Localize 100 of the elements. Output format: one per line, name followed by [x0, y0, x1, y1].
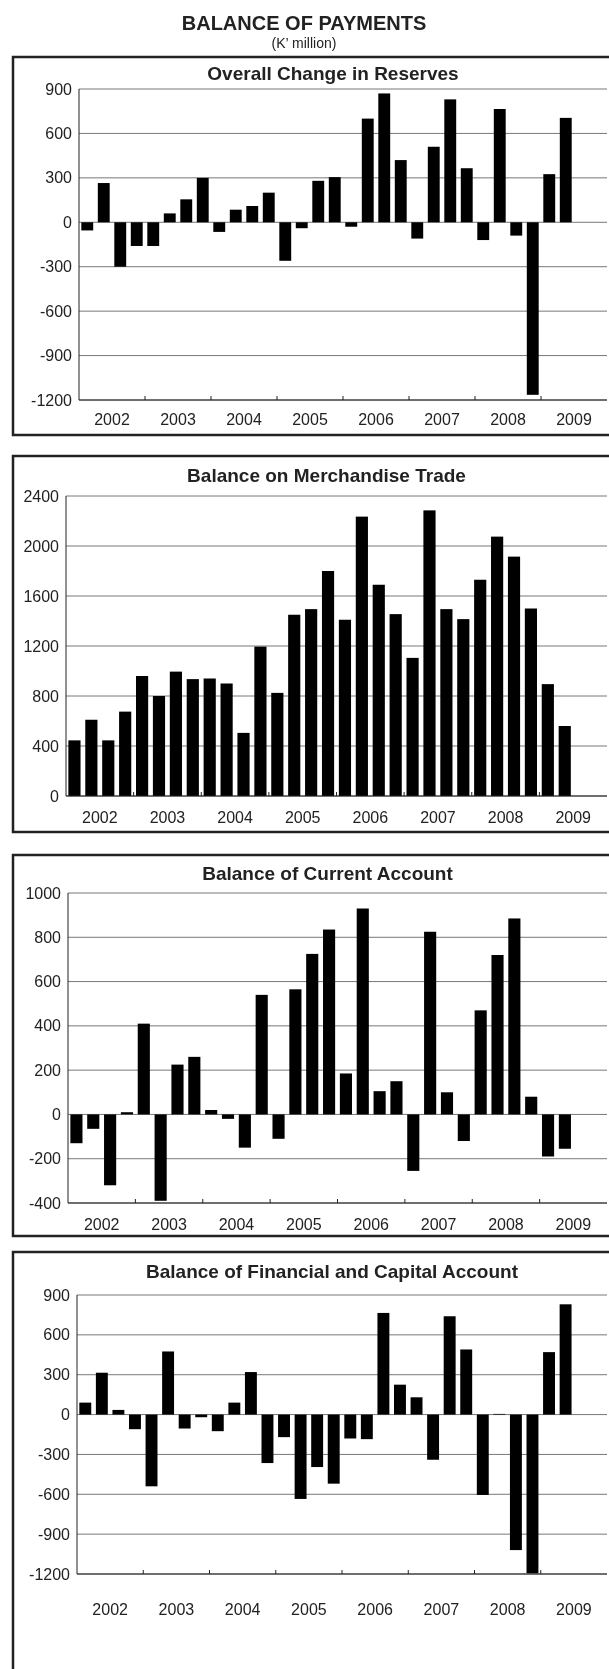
bar: [394, 1384, 406, 1415]
x-tick-label: 2003: [160, 411, 196, 428]
bar: [389, 614, 402, 796]
bar: [394, 160, 407, 223]
bar: [278, 1414, 290, 1438]
bar: [152, 696, 166, 796]
y-tick-label: 600: [34, 973, 62, 991]
bar: [360, 1414, 373, 1440]
y-tick-label: -1200: [31, 391, 73, 409]
bar: [327, 1414, 340, 1484]
bar: [526, 222, 539, 395]
bar: [312, 180, 325, 223]
bar: [427, 146, 440, 223]
y-tick-label: -1200: [29, 1565, 71, 1583]
bar: [427, 1414, 440, 1460]
y-tick-label: 300: [45, 169, 73, 187]
bar: [344, 1414, 357, 1439]
bar: [543, 174, 556, 223]
y-tick-label: -900: [37, 1525, 71, 1543]
y-tick-label: 800: [32, 687, 60, 705]
bar: [102, 740, 115, 796]
bar: [271, 692, 284, 796]
bar: [244, 1372, 257, 1415]
y-tick-label: -200: [28, 1150, 62, 1168]
y-tick-label: 900: [43, 1286, 71, 1304]
bar: [507, 556, 521, 796]
bar: [558, 1114, 571, 1149]
bar: [323, 929, 336, 1115]
bar: [460, 1349, 473, 1415]
x-tick-label: 2005: [284, 809, 321, 826]
x-tick-label: 2008: [487, 809, 524, 826]
bar: [95, 1372, 108, 1415]
bar: [186, 679, 199, 796]
y-tick-label: 300: [43, 1366, 71, 1384]
bar: [525, 1096, 538, 1115]
bar: [261, 1414, 274, 1464]
bar: [145, 1414, 158, 1487]
x-tick-label: 2004: [224, 1601, 261, 1618]
bar: [229, 209, 242, 223]
bar: [289, 989, 302, 1115]
bar: [411, 222, 424, 239]
x-tick-label: 2002: [83, 1216, 120, 1233]
bar: [147, 222, 160, 246]
bar: [262, 192, 275, 223]
text: BALANCE OF PAYMENTS: [181, 12, 427, 34]
y-tick-label: 2000: [23, 537, 60, 555]
bar: [180, 199, 193, 223]
bar: [68, 740, 81, 796]
bar: [474, 579, 487, 796]
bar: [424, 931, 437, 1115]
bar: [188, 1056, 201, 1115]
x-tick-label: 2002: [94, 411, 130, 428]
bar: [203, 678, 216, 796]
bar: [491, 536, 504, 796]
y-tick-label: -400: [28, 1194, 62, 1212]
bar: [169, 671, 182, 796]
text: (K’ million): [271, 35, 337, 51]
x-tick-label: 2004: [217, 809, 253, 826]
bar: [178, 1414, 191, 1429]
x-tick-label: 2005: [291, 1601, 327, 1618]
y-tick-label: 900: [45, 80, 73, 98]
bar: [213, 222, 226, 232]
x-tick-label: 2007: [424, 411, 460, 428]
bar: [87, 1114, 100, 1129]
bar: [423, 510, 436, 796]
bar: [171, 1064, 184, 1115]
bar: [137, 1023, 150, 1115]
x-tick-label: 2007: [423, 1601, 460, 1618]
bar: [541, 684, 554, 796]
chart-title: Balance of Financial and Capital Account: [146, 1261, 519, 1282]
x-tick-label: 2004: [226, 411, 262, 428]
bar: [372, 584, 385, 796]
x-tick-label: 2009: [555, 809, 592, 826]
x-tick-label: 2006: [353, 1216, 390, 1233]
bar: [328, 177, 341, 223]
bar: [355, 516, 368, 796]
bar: [457, 619, 470, 796]
x-tick-label: 2003: [151, 1216, 187, 1233]
bar: [162, 1351, 175, 1415]
x-tick-label: 2005: [286, 1216, 322, 1233]
y-tick-label: -300: [37, 1446, 71, 1464]
bar: [508, 918, 521, 1115]
bar: [294, 1414, 307, 1499]
bar: [238, 1114, 251, 1148]
x-tick-label: 2002: [92, 1601, 129, 1618]
bar: [373, 1091, 386, 1115]
bar: [440, 1092, 454, 1115]
chart-title: Overall Change in Reserves: [207, 63, 459, 84]
bar: [406, 657, 419, 796]
bar: [377, 1312, 390, 1415]
bar: [378, 93, 391, 223]
bar: [460, 168, 473, 223]
y-tick-label: -600: [39, 302, 73, 320]
bar: [474, 1010, 487, 1115]
bar: [526, 1414, 539, 1574]
y-tick-label: -600: [37, 1485, 71, 1503]
bar: [541, 1114, 555, 1157]
bar: [306, 953, 319, 1115]
x-tick-label: 2006: [357, 1601, 394, 1618]
x-tick-label: 2002: [82, 809, 118, 826]
